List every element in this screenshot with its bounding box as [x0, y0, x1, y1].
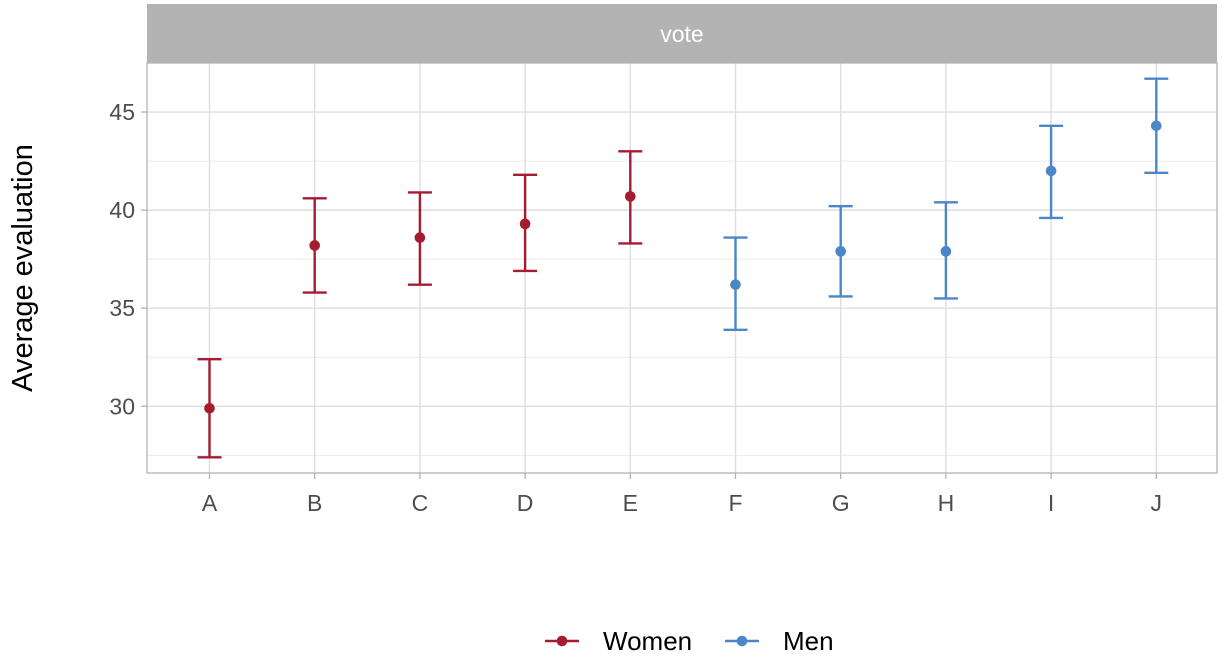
facet-strip-label: vote [660, 21, 703, 47]
legend-label: Men [783, 626, 834, 656]
y-tick-label: 45 [109, 99, 135, 125]
error-bar-group [197, 358, 222, 459]
legend-item: Women [545, 626, 692, 656]
legend: Women Men [545, 626, 834, 656]
error-bar-group [302, 197, 327, 294]
data-point [414, 232, 426, 243]
x-tick-label: B [307, 490, 322, 516]
legend-key-point [556, 635, 568, 647]
x-tick-label: C [412, 490, 429, 516]
data-point [940, 246, 952, 257]
y-axis: 30 35 40 45 [109, 99, 147, 419]
panel-background [147, 63, 1217, 473]
x-tick-label: A [202, 490, 218, 516]
panel-border [146, 62, 1218, 474]
data-marks [197, 77, 1169, 459]
x-tick-label: J [1151, 490, 1163, 516]
error-bar-group [828, 205, 853, 298]
data-point [309, 240, 321, 251]
plot-panel [146, 62, 1218, 474]
error-bar-group [723, 236, 748, 331]
data-point [625, 191, 636, 202]
y-tick-label: 35 [109, 295, 135, 321]
data-point [204, 402, 215, 414]
data-point [835, 246, 846, 257]
y-tick-label: 30 [109, 393, 135, 419]
y-axis-title: Average evaluation [7, 144, 39, 392]
x-tick-label: F [728, 490, 742, 516]
x-tick-label: G [832, 490, 850, 516]
facet-strip [147, 4, 1217, 63]
legend-item: Men [725, 626, 834, 656]
legend-key-point [736, 635, 748, 647]
x-tick-label: H [938, 490, 955, 516]
x-tick-label: I [1048, 490, 1054, 516]
x-tick-label: D [517, 490, 534, 516]
error-bar-group [513, 173, 538, 273]
x-axis: A B C D E F G H I J [202, 473, 1162, 516]
error-bar-group [1039, 124, 1064, 220]
x-tick-label: E [623, 490, 638, 516]
data-point [730, 279, 741, 290]
data-point [1151, 120, 1162, 132]
error-bar-group [618, 150, 643, 245]
y-tick-label: 40 [109, 197, 135, 223]
error-bar-group [1144, 77, 1169, 175]
data-point [1045, 165, 1057, 177]
error-bar-group [933, 201, 958, 300]
data-point [519, 218, 531, 230]
legend-label: Women [603, 626, 692, 656]
error-bar-group [407, 191, 432, 286]
